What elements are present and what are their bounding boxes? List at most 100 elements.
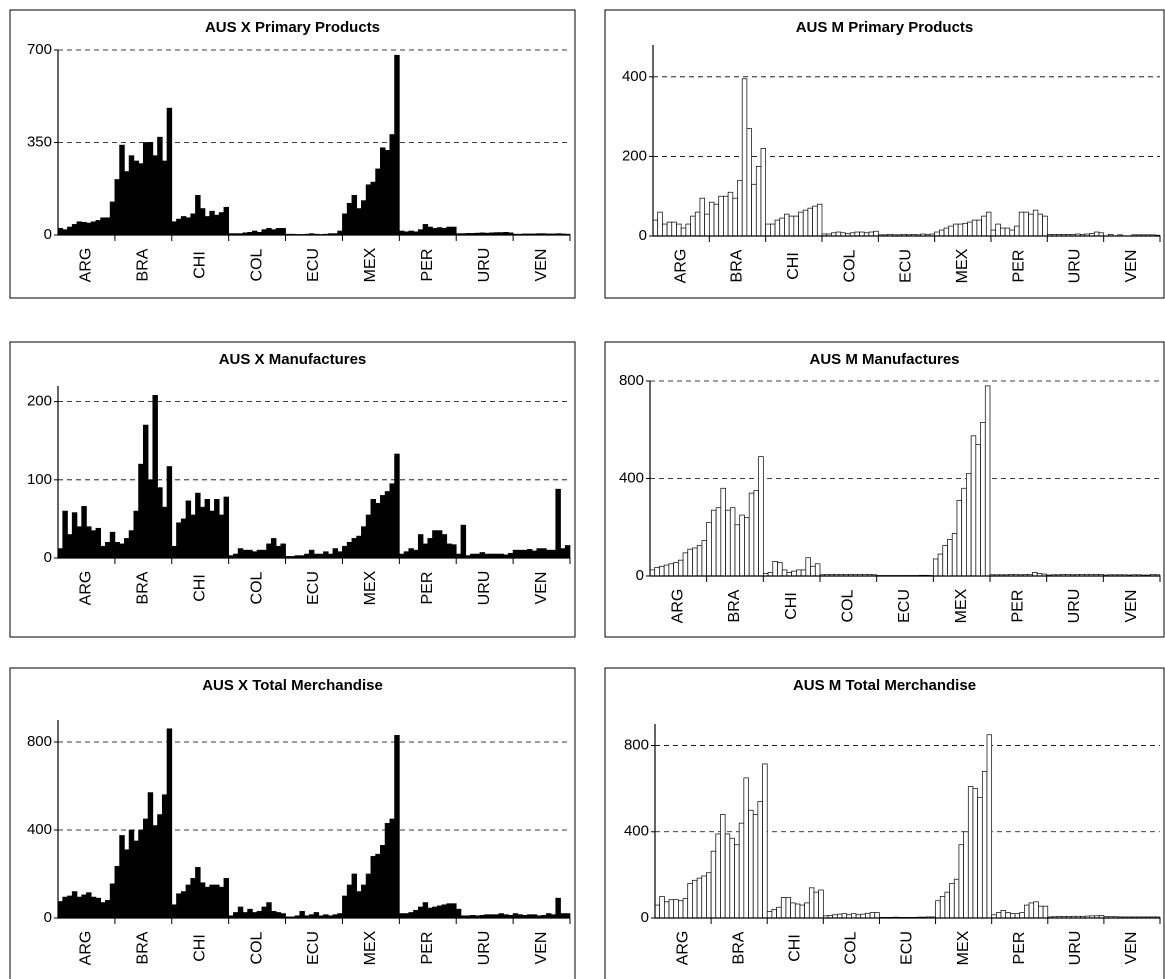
bar [342, 213, 348, 236]
x-tick-label: COL [840, 589, 857, 622]
y-tick-label: 350 [27, 133, 52, 150]
bar [337, 551, 343, 559]
bar [323, 551, 329, 559]
bar [370, 499, 376, 559]
bar [1042, 905, 1049, 919]
x-tick-label: CHI [783, 592, 800, 620]
bar [932, 558, 939, 577]
bar [209, 884, 215, 919]
bar [365, 873, 372, 919]
bar [962, 222, 968, 237]
bar [119, 543, 125, 559]
bar [748, 809, 754, 919]
bar [963, 831, 969, 919]
bar [370, 856, 376, 919]
x-tick-label: MEX [362, 930, 379, 965]
chart-frame [9, 667, 576, 979]
bar [71, 224, 78, 236]
x-tick-label: URU [476, 931, 493, 966]
bar [361, 884, 367, 919]
x-tick-label: ECU [898, 249, 915, 283]
bar [67, 226, 73, 236]
bar [708, 201, 715, 237]
bar [413, 909, 419, 919]
x-tick-label: COL [248, 931, 265, 964]
bar [62, 896, 68, 919]
bar [361, 200, 367, 236]
bar [718, 195, 724, 237]
bar [190, 213, 196, 236]
bar [753, 490, 759, 577]
x-tick-label: MEX [362, 570, 379, 605]
bar [1004, 227, 1011, 237]
bar [90, 896, 97, 919]
bar [171, 904, 177, 919]
bar [1010, 913, 1016, 919]
bar [555, 488, 561, 559]
x-tick-label: ARG [674, 931, 691, 966]
bar [984, 385, 991, 577]
bar [874, 912, 880, 919]
bar [384, 823, 391, 919]
bar [977, 796, 983, 919]
x-tick-label: ECU [305, 931, 322, 965]
bar [275, 228, 282, 236]
bar [1014, 225, 1020, 237]
bar [995, 223, 1001, 237]
bar [766, 911, 773, 919]
x-tick-label: ECU [899, 931, 916, 965]
bar [81, 221, 87, 236]
bar [313, 912, 320, 919]
bar [694, 211, 701, 237]
bar [652, 219, 659, 237]
bar [971, 219, 978, 237]
bar [223, 878, 230, 919]
bar [727, 191, 734, 237]
bar [1000, 227, 1006, 237]
bar [398, 913, 405, 919]
bar [256, 911, 263, 919]
bar [654, 904, 661, 919]
bar [147, 142, 154, 236]
x-tick-label: VEN [1123, 590, 1140, 623]
bar [142, 424, 149, 559]
bar [394, 453, 400, 559]
bar [790, 902, 796, 919]
bar [710, 850, 717, 919]
bar [180, 518, 187, 559]
bar [157, 136, 163, 236]
bar [252, 551, 258, 559]
bar [729, 507, 736, 577]
bar [427, 538, 433, 559]
bar [687, 548, 693, 577]
bar [985, 211, 992, 237]
bar [218, 886, 225, 919]
x-tick-label: ARG [78, 248, 95, 283]
bar [720, 487, 726, 577]
chart-panel: AUS M Manufactures 0 400 800 ARG BRA CHI COL ECU… [604, 341, 1165, 638]
bar [394, 54, 400, 236]
bar [261, 229, 267, 236]
bar [668, 563, 674, 577]
bar [114, 865, 120, 919]
bar [1023, 211, 1029, 237]
bar [711, 509, 717, 577]
bar [441, 904, 448, 919]
bar [780, 897, 787, 919]
bar [270, 911, 277, 919]
chart-title: AUS M Primary Products [796, 19, 974, 36]
bar [128, 530, 135, 559]
chart-panel: AUS M Primary Products 0 200 400 ARG BRA CHI CO… [604, 9, 1165, 299]
bar [1038, 905, 1044, 919]
bar [682, 898, 689, 919]
bar [166, 466, 173, 559]
y-tick-label: 200 [622, 147, 647, 164]
x-tick-label: PER [1011, 932, 1028, 965]
bar [195, 492, 201, 559]
bar [715, 833, 721, 919]
bar [772, 561, 778, 577]
bar [436, 227, 443, 236]
bar [810, 565, 816, 577]
chart-panel: AUS M Total Merchandise 0 400 800 ARG BRA CHI C… [604, 667, 1165, 979]
